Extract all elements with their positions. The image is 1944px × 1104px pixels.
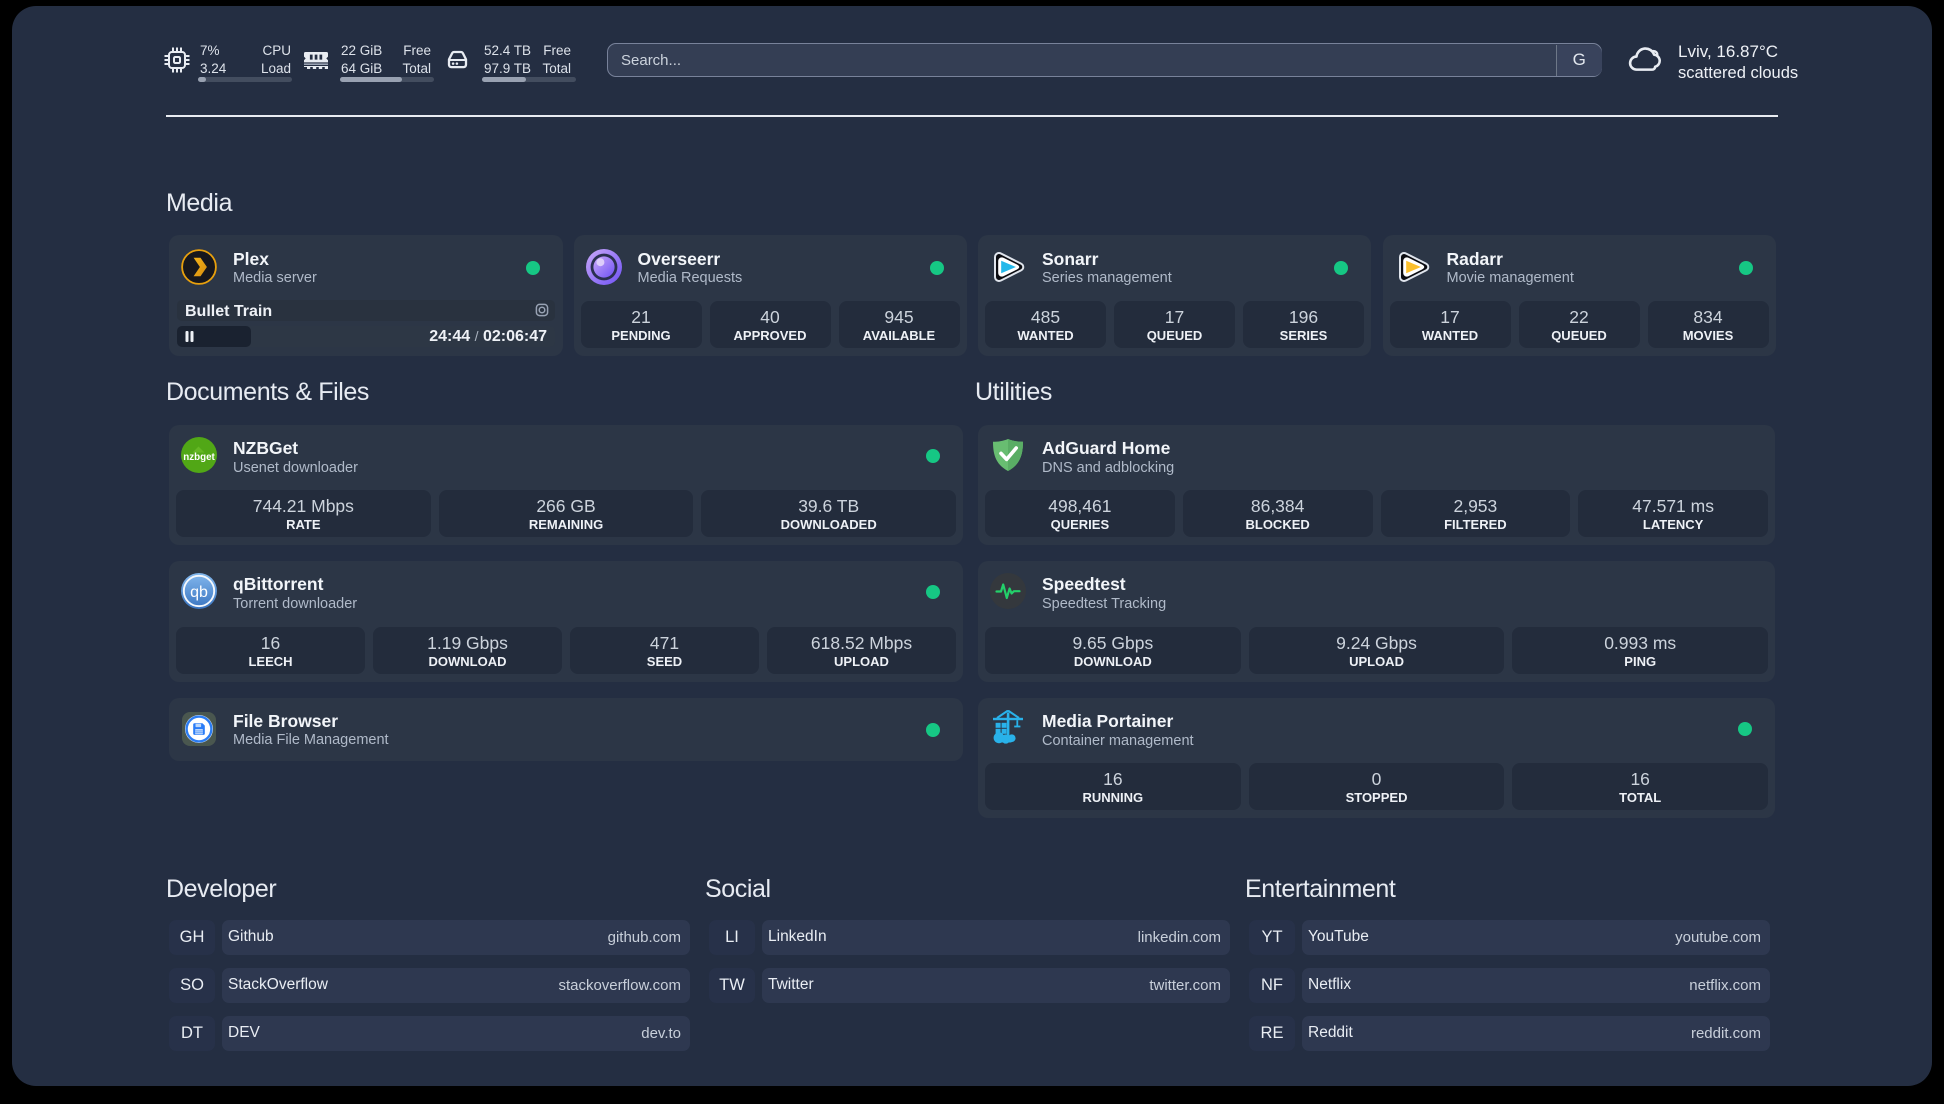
svg-text:nzbget: nzbget — [183, 452, 215, 463]
svg-text:qb: qb — [190, 584, 208, 601]
